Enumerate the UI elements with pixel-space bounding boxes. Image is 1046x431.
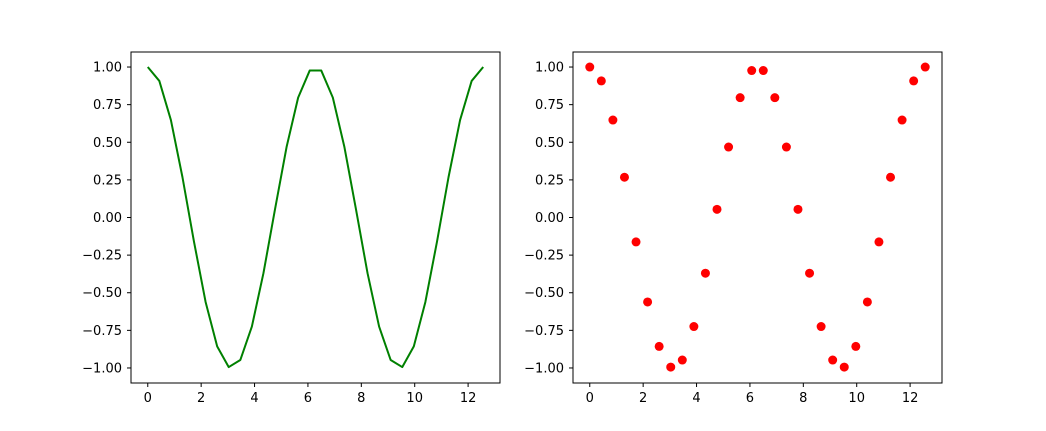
y-tick-label: 0.25 <box>535 173 564 188</box>
y-tick-label: 0.50 <box>535 136 564 151</box>
scatter-point <box>689 322 699 332</box>
scatter-chart-panel: 0 2 4 6 8 10 12 1.00 0.75 0.50 0.25 0.00 −0.25 −0.50 −… <box>524 51 943 406</box>
y-tick-label: −0.25 <box>524 249 564 264</box>
scatter-point <box>886 172 896 182</box>
scatter-point <box>805 268 815 278</box>
scatter-point <box>781 142 791 152</box>
x-tick-label: 10 <box>406 391 423 406</box>
scatter-point <box>816 322 826 332</box>
scatter-point <box>700 268 710 278</box>
scatter-point <box>712 204 722 214</box>
scatter-point <box>724 142 734 152</box>
y-tick-label: −0.25 <box>82 249 122 264</box>
y-tick-label: −0.75 <box>82 324 122 339</box>
y-tick-label: −1.00 <box>82 361 122 376</box>
x-tick-label: 8 <box>799 391 807 406</box>
scatter-point <box>666 362 676 372</box>
scatter-point <box>909 76 919 86</box>
scatter-point <box>585 62 595 72</box>
x-tick-label: 10 <box>848 391 865 406</box>
y-tick-label: 0.00 <box>535 211 564 226</box>
y-tick-label: 0.75 <box>535 98 564 113</box>
scatter-point <box>897 115 907 125</box>
x-tick-label: 8 <box>357 391 365 406</box>
x-tick-label: 6 <box>746 391 754 406</box>
scatter-point <box>654 341 664 351</box>
scatter-point <box>677 355 687 365</box>
x-tick-label: 6 <box>304 391 312 406</box>
scatter-point <box>793 204 803 214</box>
y-tick-label: −1.00 <box>524 361 564 376</box>
scatter-point <box>619 172 629 182</box>
y-tick-label: −0.75 <box>524 324 564 339</box>
scatter-point <box>874 237 884 247</box>
x-tick-label: 0 <box>144 391 152 406</box>
scatter-point <box>608 115 618 125</box>
y-tick-label: 0.00 <box>93 211 122 226</box>
scatter-point <box>851 341 861 351</box>
scatter-point <box>839 362 849 372</box>
y-tick-label: −0.50 <box>82 286 122 301</box>
y-tick-label: 1.00 <box>535 61 564 76</box>
axes-frame <box>130 51 501 384</box>
x-tick-label: 4 <box>692 391 700 406</box>
line-chart-panel: 0 2 4 6 8 10 12 1.00 0.75 0.50 0.25 0.00 −0.25 −0.50 −… <box>82 51 501 406</box>
x-tick-label: 2 <box>639 391 647 406</box>
scatter-point <box>631 237 641 247</box>
scatter-point <box>758 66 768 76</box>
scatter-point <box>828 355 838 365</box>
scatter-point <box>643 297 653 307</box>
scatter-point <box>862 297 872 307</box>
axes-frame <box>572 51 943 384</box>
x-tick-label: 0 <box>586 391 594 406</box>
y-tick-label: 0.25 <box>93 173 122 188</box>
scatter-point <box>596 76 606 86</box>
y-tick-label: 1.00 <box>93 61 122 76</box>
x-tick-label: 12 <box>902 391 919 406</box>
x-tick-label: 2 <box>197 391 205 406</box>
y-tick-label: 0.75 <box>93 98 122 113</box>
scatter-point <box>770 93 780 103</box>
scatter-point <box>735 93 745 103</box>
y-tick-label: −0.50 <box>524 286 564 301</box>
x-tick-label: 12 <box>460 391 477 406</box>
y-tick-label: 0.50 <box>93 136 122 151</box>
series-line <box>146 66 484 369</box>
scatter-point <box>747 66 757 76</box>
x-tick-label: 4 <box>250 391 258 406</box>
scatter-point <box>920 62 930 72</box>
